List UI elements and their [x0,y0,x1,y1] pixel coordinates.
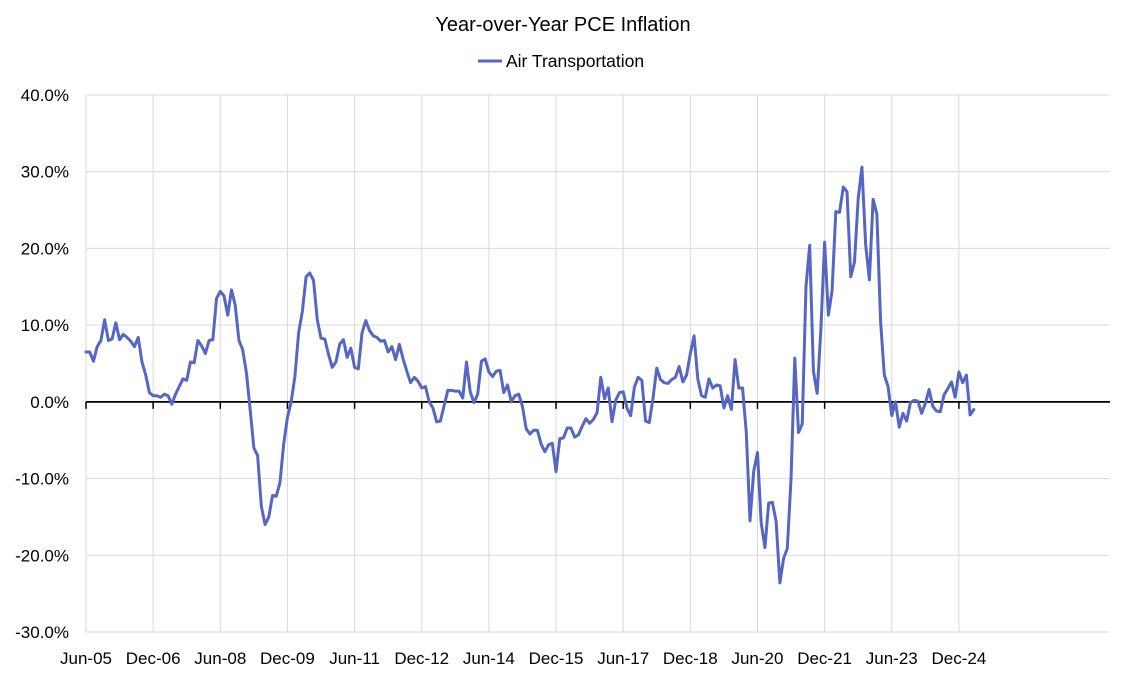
series-line-air-transportation [84,165,976,585]
x-tick-label: Jun-11 [329,649,380,668]
x-tick-label: Dec-18 [663,649,718,668]
y-tick-label: 40.0% [21,86,69,105]
y-tick-label: 0.0% [30,393,69,412]
x-axis: Jun-05 Dec-06 Jun-08 Dec-09 Jun-11 Dec-12 Jun-… [60,400,1110,668]
gridlines [85,94,1110,633]
y-tick-label: 10.0% [21,316,69,335]
x-tick-label: Jun-14 [463,649,515,668]
y-tick-label: -30.0% [15,623,69,642]
x-tick-label: Jun-20 [731,649,783,668]
legend: Air Transportation [478,51,644,71]
x-tick-label: Dec-24 [932,649,987,668]
x-tick-label: Dec-21 [797,649,852,668]
y-tick-label: -20.0% [15,546,69,565]
legend-label: Air Transportation [506,51,644,71]
y-tick-label: -10.0% [15,470,69,489]
chart-title: Year-over-Year PCE Inflation [435,14,690,36]
x-tick-label: Jun-17 [597,649,649,668]
x-tick-label: Jun-23 [866,649,918,668]
y-tick-label: 20.0% [21,239,69,258]
y-axis: 40.0% 30.0% 20.0% 10.0% 0.0% -10.0% -20.0% -30.… [15,86,69,642]
x-tick-label: Dec-15 [529,649,584,668]
y-tick-label: 30.0% [21,163,69,182]
x-tick-label: Dec-06 [126,649,181,668]
x-tick-label: Jun-08 [194,649,246,668]
x-tick-label: Jun-05 [60,649,112,668]
x-tick-label: Dec-12 [394,649,449,668]
x-tick-label: Dec-09 [260,649,315,668]
